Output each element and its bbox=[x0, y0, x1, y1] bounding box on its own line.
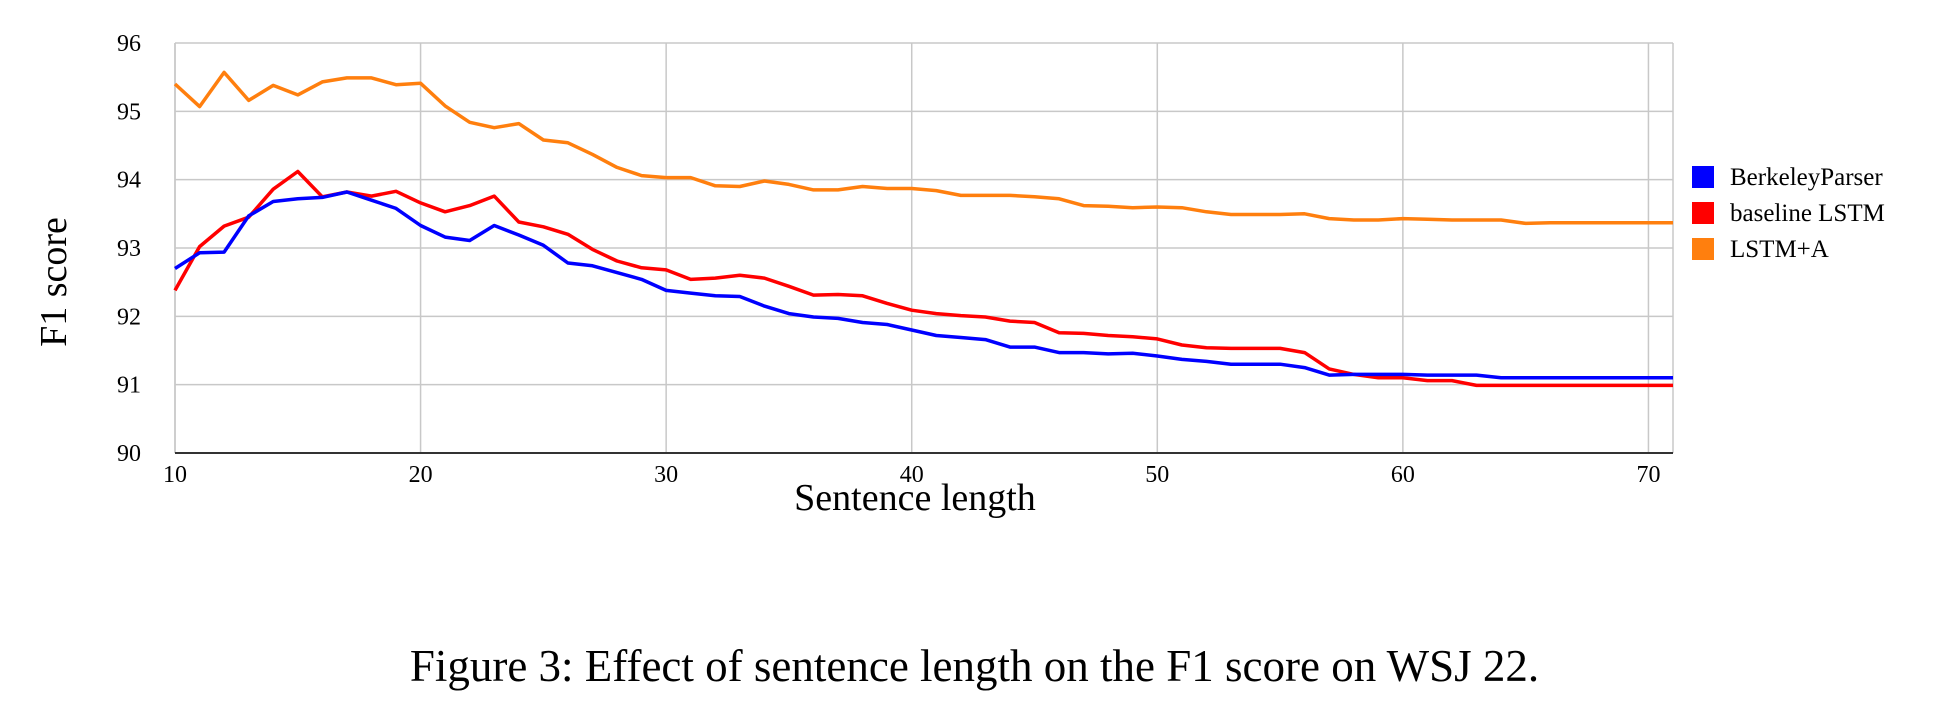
y-tick-label: 90 bbox=[117, 441, 141, 467]
x-tick-label: 70 bbox=[1636, 462, 1660, 488]
y-tick-labels: 90 91 92 93 94 95 96 bbox=[117, 31, 141, 467]
series-line-berkeleyparser bbox=[174, 190, 1673, 380]
legend-label: baseline LSTM bbox=[1730, 200, 1885, 227]
legend-label: LSTM+A bbox=[1730, 236, 1829, 263]
figure-caption: Figure 3: Effect of sentence length on t… bbox=[409, 641, 1540, 691]
x-tick-labels: 10 20 30 40 50 60 70 bbox=[163, 462, 1660, 488]
y-tick-label: 93 bbox=[117, 236, 141, 262]
x-axis-label: Sentence length bbox=[794, 477, 1036, 519]
y-tick-label: 94 bbox=[117, 168, 141, 194]
x-tick-label: 40 bbox=[900, 462, 924, 488]
series-line-lstm-a bbox=[173, 70, 1673, 226]
x-tick-label: 60 bbox=[1391, 462, 1415, 488]
y-axis-label: F1 score bbox=[33, 217, 75, 347]
legend: BerkeleyParser baseline LSTM LSTM+A bbox=[1692, 164, 1885, 263]
legend-swatch bbox=[1692, 166, 1714, 188]
y-tick-label: 91 bbox=[117, 373, 141, 399]
y-tick-label: 96 bbox=[117, 31, 141, 57]
x-tick-label: 20 bbox=[409, 462, 433, 488]
x-tick-label: 50 bbox=[1145, 462, 1169, 488]
legend-swatch bbox=[1692, 238, 1714, 260]
y-tick-label: 92 bbox=[117, 304, 141, 330]
x-tick-label: 30 bbox=[654, 462, 678, 488]
series-line-baseline-lstm bbox=[173, 169, 1673, 388]
series-lines bbox=[173, 70, 1673, 388]
grid-lines bbox=[174, 42, 1674, 454]
legend-label: BerkeleyParser bbox=[1730, 164, 1883, 191]
legend-swatch bbox=[1692, 202, 1714, 224]
x-tick-label: 10 bbox=[163, 462, 187, 488]
y-tick-label: 95 bbox=[117, 99, 141, 125]
